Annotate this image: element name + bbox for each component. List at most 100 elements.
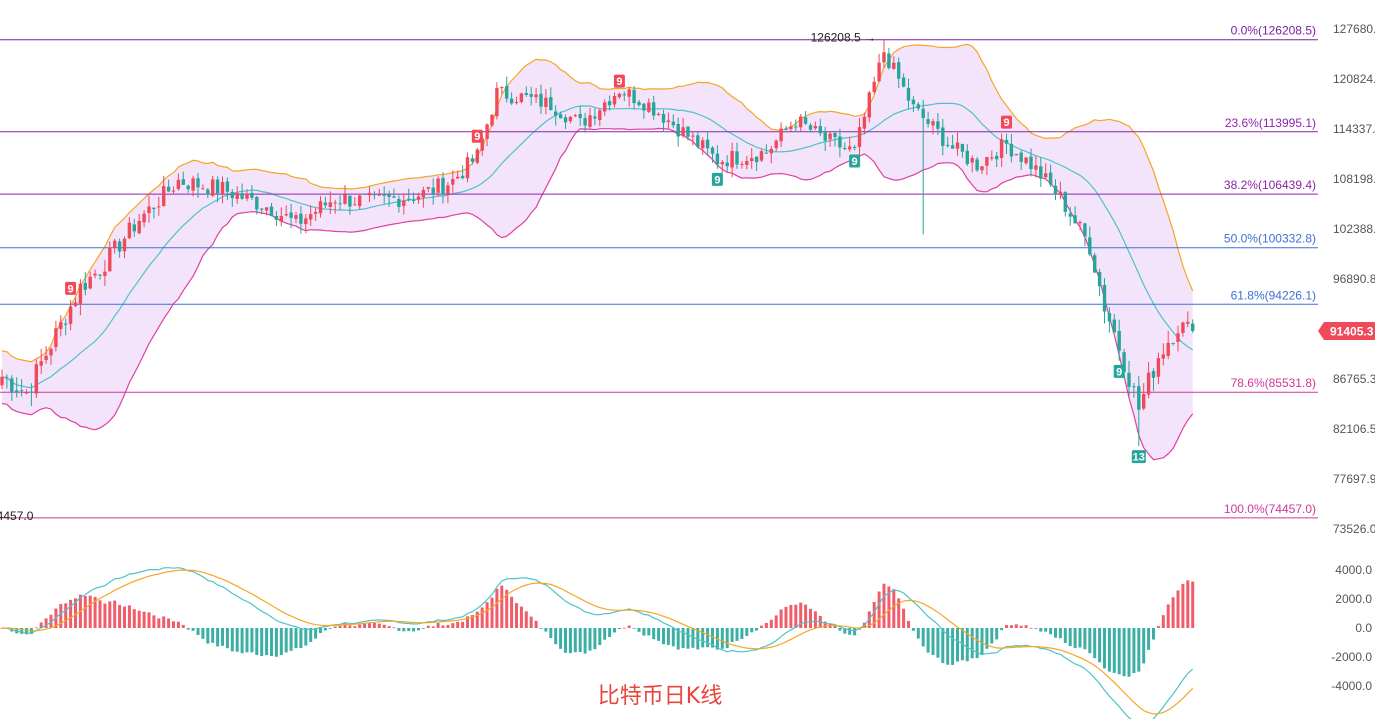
candle-body: [921, 108, 925, 119]
candle-body: [1019, 152, 1023, 162]
candle: [539, 84, 543, 114]
candle: [779, 122, 783, 147]
macd-histogram-bar: [799, 602, 803, 628]
candle: [710, 146, 715, 163]
candle-body: [857, 127, 862, 147]
macd-histogram-bar: [559, 628, 563, 649]
macd-histogram-bar: [157, 618, 161, 628]
candle: [108, 241, 112, 272]
macd-histogram-bar: [1181, 583, 1185, 628]
macd-tick-label: 2000.0: [1335, 592, 1372, 606]
macd-histogram-bar: [176, 621, 180, 628]
candle-body: [720, 161, 724, 165]
candle: [117, 238, 122, 258]
candle: [1078, 220, 1082, 231]
td-marker-label: 9: [68, 283, 74, 295]
candle: [701, 137, 705, 155]
candle-body: [220, 182, 225, 194]
macd-histogram-bar: [162, 616, 166, 628]
fib-label-3: 50.0%(100332.8): [1224, 232, 1316, 246]
td-marker: 9: [711, 172, 723, 186]
candle-body: [313, 211, 318, 214]
candle-body: [328, 202, 332, 208]
last-price-tag: 91405.3: [1318, 322, 1375, 340]
candle: [931, 118, 935, 135]
candle: [833, 132, 837, 147]
candle: [147, 195, 151, 223]
candle-body: [294, 215, 298, 219]
macd-histogram-bar: [392, 627, 396, 629]
macd-histogram-bar: [681, 628, 685, 648]
macd-histogram-bar: [1068, 628, 1072, 646]
macd-histogram-bar: [1137, 628, 1141, 672]
band-fill: [2, 44, 1193, 460]
macd-histogram-bar: [260, 628, 264, 656]
macd-histogram-bar: [686, 628, 690, 649]
candle-body: [1186, 321, 1190, 324]
candle: [617, 92, 622, 99]
candle-body: [54, 328, 58, 348]
candle: [171, 186, 176, 195]
candle-body: [1112, 319, 1116, 333]
macd-histogram-bar: [201, 628, 205, 639]
td-marker-box: [471, 129, 483, 143]
macd-histogram-bar: [549, 628, 553, 639]
candle-body: [245, 193, 249, 199]
candle-body: [598, 110, 602, 121]
candle: [333, 199, 337, 214]
candle: [1093, 252, 1097, 273]
macd-histogram-bar: [319, 628, 322, 634]
candle: [260, 207, 264, 215]
macd-histogram-bar: [294, 628, 298, 649]
candle: [985, 156, 989, 176]
candle: [730, 142, 734, 178]
candle: [470, 154, 475, 165]
candle-body: [554, 111, 558, 116]
candle: [656, 112, 661, 117]
candle-body: [103, 271, 107, 276]
macd-histogram-bar: [568, 628, 572, 654]
candle: [725, 155, 729, 172]
candle-body: [1044, 173, 1048, 178]
candle-body: [460, 175, 465, 179]
macd-histogram-bar: [833, 625, 837, 628]
candlesticks: [0, 39, 1195, 447]
candle: [544, 88, 548, 115]
candle-body: [49, 348, 53, 356]
candle-body: [897, 62, 901, 79]
candle-body: [852, 146, 857, 148]
candle: [436, 176, 440, 197]
candle-body: [1117, 330, 1121, 351]
candle: [475, 147, 479, 165]
fib-label-5: 78.6%(85531.8): [1231, 376, 1316, 390]
candle-body: [191, 178, 195, 191]
candle: [328, 191, 332, 214]
macd-histogram-bar: [1024, 625, 1028, 628]
macd-histogram-bar: [25, 628, 28, 635]
candle: [127, 217, 132, 240]
macd-histogram-bar: [902, 608, 906, 628]
candle-body: [607, 101, 612, 106]
macd-panel: [0, 567, 1195, 719]
macd-histogram-bar: [564, 628, 567, 653]
macd-histogram-bar: [93, 596, 97, 628]
candle: [431, 178, 435, 205]
macd-histogram-bar: [931, 628, 935, 655]
macd-histogram-bar: [500, 585, 504, 628]
candle: [1112, 313, 1116, 333]
candle-body: [779, 128, 783, 142]
candle: [1151, 368, 1156, 391]
candle-body: [10, 378, 14, 392]
candle: [225, 177, 230, 201]
candle-body: [676, 124, 680, 137]
candle: [1053, 179, 1058, 201]
candle-body: [152, 207, 156, 210]
candle: [255, 195, 259, 215]
fib-label-0: 0.0%(126208.5): [1231, 24, 1316, 38]
candle: [676, 117, 680, 147]
candle-body: [622, 94, 626, 96]
candle-body: [1137, 386, 1141, 410]
candle-body: [255, 196, 259, 210]
macd-histogram-bar: [529, 616, 533, 628]
macd-histogram-bar: [127, 605, 131, 628]
